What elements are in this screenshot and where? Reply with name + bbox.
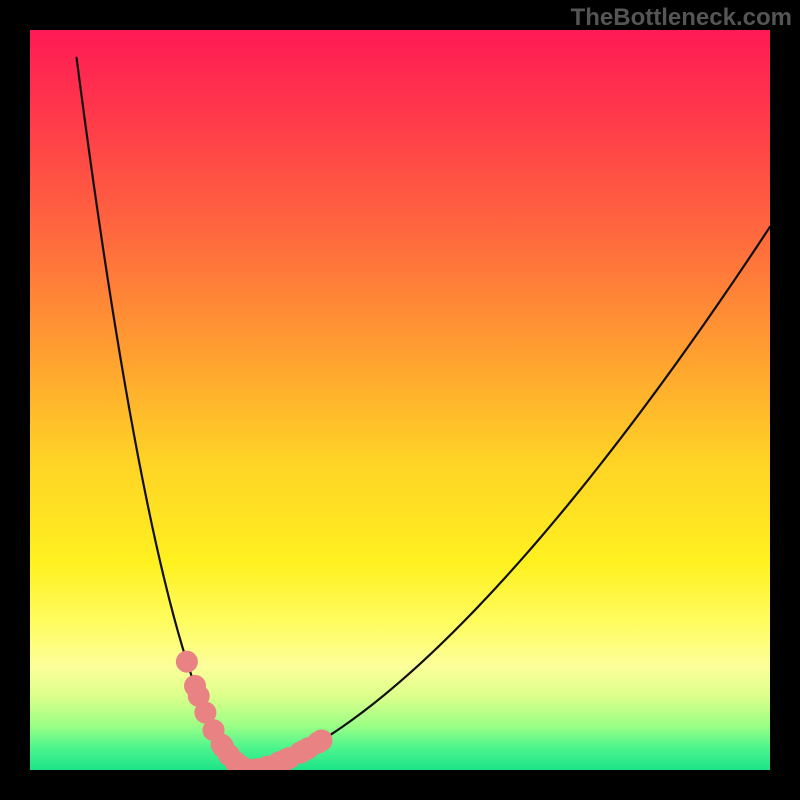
plot-area <box>30 30 770 770</box>
marker-dot <box>176 651 198 673</box>
watermark-text: TheBottleneck.com <box>571 4 792 32</box>
marker-dot <box>311 729 333 751</box>
gradient-background <box>30 30 770 770</box>
chart-frame: TheBottleneck.com <box>0 0 800 800</box>
chart-svg <box>30 30 770 770</box>
